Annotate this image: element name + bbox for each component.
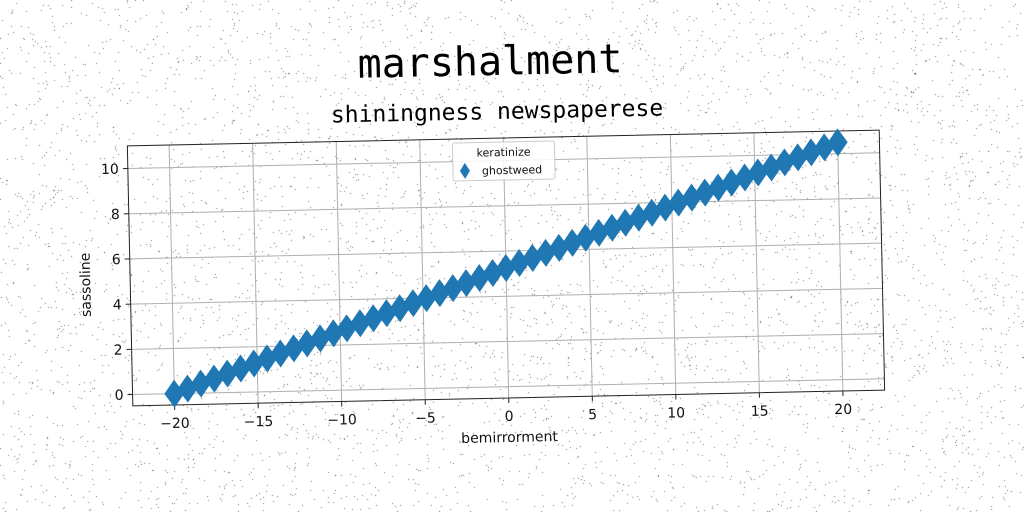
x-grid-line: [669, 134, 677, 395]
data-point: [801, 138, 822, 167]
data-point: [509, 248, 530, 277]
data-point: [721, 168, 742, 197]
data-point: [456, 269, 477, 298]
data-point: [283, 334, 304, 363]
data-point: [204, 364, 225, 393]
legend: keratinize ghostweed: [451, 140, 556, 182]
y-grid-line: [130, 287, 883, 305]
x-axis-ticks: −20 −15 −10 −5 0 5 10 15 20: [160, 390, 852, 433]
data-point: [681, 183, 702, 212]
data-point: [496, 254, 516, 282]
data-point: [363, 304, 384, 333]
data-point: [442, 274, 463, 303]
x-tick-label: −5: [415, 411, 436, 427]
x-grid-line: [168, 145, 176, 405]
data-point: [549, 233, 570, 262]
x-tick-label: −10: [327, 412, 357, 429]
data-point: [217, 359, 238, 388]
data-point: [429, 279, 450, 308]
y-grid-line: [128, 197, 881, 215]
y-axis-label: sassoline: [78, 252, 95, 317]
data-point: [694, 178, 715, 207]
data-point: [323, 319, 344, 348]
data-point: [588, 218, 609, 247]
data-point: [602, 213, 623, 242]
data-point: [310, 324, 331, 353]
data-point: [376, 299, 397, 328]
plot-area: −20 −15 −10 −5 0 5 10 15 20 0 2 4 6 8 10 keratinize g…: [78, 128, 886, 447]
data-point: [177, 374, 198, 403]
data-point: [761, 153, 782, 182]
legend-title: keratinize: [476, 145, 530, 159]
y-grid-line: [131, 333, 884, 350]
data-point: [787, 143, 808, 172]
y-tick-label: 2: [114, 343, 123, 359]
data-point: [774, 148, 795, 177]
x-tick-label: −20: [160, 416, 190, 433]
x-grid-line: [586, 136, 593, 397]
data-point: [469, 264, 490, 293]
legend-marker: [459, 162, 470, 179]
x-grid-line: [335, 141, 343, 402]
y-grid-line: [132, 378, 885, 396]
data-point: [482, 259, 503, 288]
x-grid-line: [836, 131, 844, 391]
data-points: [164, 128, 848, 408]
data-point: [164, 379, 185, 408]
y-tick-label: 10: [101, 162, 119, 178]
chart-subtitle: shiningness newspaperese: [331, 96, 664, 129]
data-point: [297, 329, 318, 358]
data-point: [230, 354, 251, 383]
x-tick-label: −15: [244, 414, 274, 431]
data-point: [655, 193, 676, 222]
x-tick-label: 20: [834, 402, 852, 418]
x-tick-label: 0: [504, 409, 513, 425]
data-point: [827, 128, 848, 157]
data-point: [748, 158, 769, 187]
data-point: [336, 314, 357, 343]
data-point: [522, 243, 543, 272]
data-point: [535, 238, 556, 267]
data-point: [350, 309, 371, 338]
data-point: [734, 163, 755, 192]
x-tick-label: 15: [751, 404, 769, 420]
x-grid-line: [419, 139, 426, 400]
data-point: [257, 344, 278, 373]
y-axis-ticks: 0 2 4 6 8 10: [101, 162, 133, 404]
data-point: [668, 188, 689, 217]
data-point: [243, 349, 264, 378]
data-point: [416, 284, 437, 313]
data-point: [628, 203, 649, 232]
data-point: [389, 294, 410, 323]
data-point: [403, 289, 424, 318]
data-point: [190, 369, 211, 398]
data-point: [615, 208, 636, 237]
data-point: [708, 173, 729, 202]
data-point: [575, 223, 596, 252]
x-tick-label: 5: [588, 407, 597, 423]
y-tick-label: 4: [113, 297, 122, 313]
data-point: [562, 228, 583, 257]
y-grid-line: [129, 242, 882, 260]
y-tick-label: 0: [115, 388, 124, 404]
legend-box: [451, 140, 556, 182]
data-point: [641, 198, 662, 227]
y-tick-label: 6: [112, 252, 121, 268]
legend-entry-ghostweed: ghostweed: [482, 163, 543, 177]
x-axis-label: bemirrorment: [461, 429, 558, 447]
x-tick-label: 10: [667, 405, 685, 421]
data-point: [270, 339, 291, 368]
y-tick-label: 8: [111, 207, 120, 223]
data-point: [814, 133, 835, 162]
chart-title: marshalment: [357, 36, 623, 88]
